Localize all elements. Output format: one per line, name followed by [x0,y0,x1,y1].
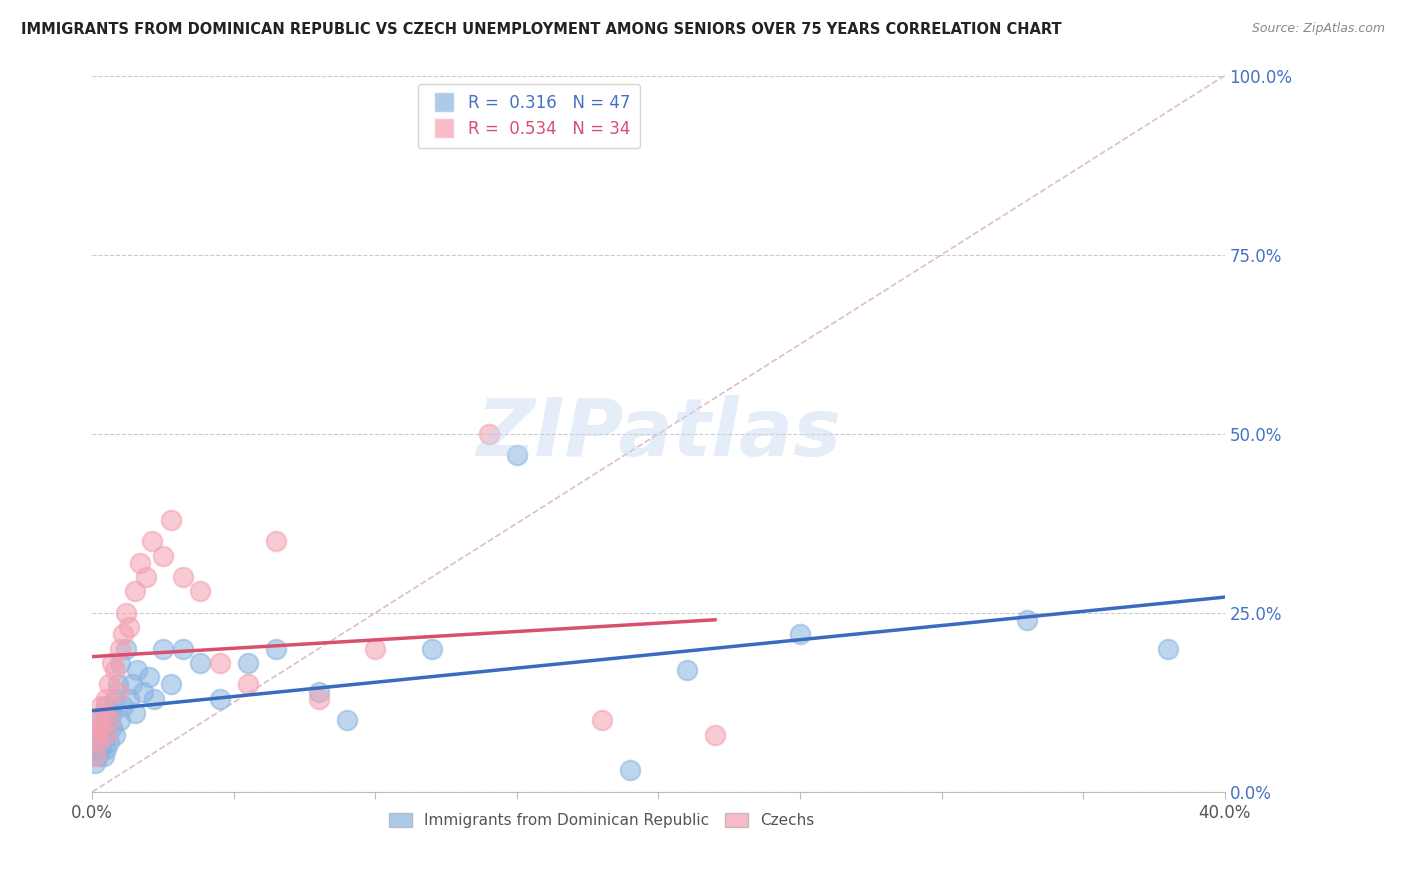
Text: Source: ZipAtlas.com: Source: ZipAtlas.com [1251,22,1385,36]
Point [135,570,157,584]
Point [96,728,118,742]
Point [152,549,174,563]
Point [675,663,697,677]
Point [160,677,183,691]
Point [84,749,107,764]
Point [101,721,124,735]
Point [129,556,152,570]
Point [96,728,118,742]
Text: IMMIGRANTS FROM DOMINICAN REPUBLIC VS CZECH UNEMPLOYMENT AMONG SENIORS OVER 75 Y: IMMIGRANTS FROM DOMINICAN REPUBLIC VS CZ… [21,22,1062,37]
Point [208,691,231,706]
Point [264,641,287,656]
Point [84,728,107,742]
Point [110,714,132,728]
Point [118,691,141,706]
Point [619,764,641,778]
Point [107,684,129,698]
Point [93,721,115,735]
Point [704,728,727,742]
Point [152,641,174,656]
Point [101,656,124,670]
Point [107,677,129,691]
Point [87,749,110,764]
Point [124,584,146,599]
Point [96,698,118,713]
Point [104,663,127,677]
Point [118,620,141,634]
Point [124,706,146,720]
Point [172,570,194,584]
Point [104,728,127,742]
Point [141,534,163,549]
Point [96,691,118,706]
Point [110,641,132,656]
Point [90,698,112,713]
Point [90,714,112,728]
Point [236,677,259,691]
Point [236,656,259,670]
Point [591,714,613,728]
Point [188,584,211,599]
Point [188,656,211,670]
Text: ZIPatlas: ZIPatlas [477,395,841,473]
Point [98,714,121,728]
Point [84,756,107,771]
Point [336,714,359,728]
Point [90,721,112,735]
Point [1015,613,1038,627]
Point [90,742,112,756]
Point [506,448,529,462]
Point [96,742,118,756]
Point [87,735,110,749]
Point [98,677,121,691]
Point [208,656,231,670]
Point [420,641,443,656]
Point [112,698,135,713]
Point [87,714,110,728]
Point [93,735,115,749]
Point [138,670,160,684]
Point [127,663,149,677]
Legend: Immigrants from Dominican Republic, Czechs: Immigrants from Dominican Republic, Czec… [384,807,820,835]
Point [264,534,287,549]
Point [112,627,135,641]
Point [110,656,132,670]
Point [477,426,499,441]
Point [93,749,115,764]
Point [101,706,124,720]
Point [160,513,183,527]
Point [308,684,330,698]
Point [132,684,155,698]
Point [90,728,112,742]
Point [115,606,138,620]
Point [115,641,138,656]
Point [98,735,121,749]
Point [1157,641,1180,656]
Point [104,691,127,706]
Point [93,706,115,720]
Point [121,677,143,691]
Point [98,714,121,728]
Point [84,742,107,756]
Point [364,641,387,656]
Point [308,691,330,706]
Point [143,691,166,706]
Point [172,641,194,656]
Point [789,627,811,641]
Point [87,735,110,749]
